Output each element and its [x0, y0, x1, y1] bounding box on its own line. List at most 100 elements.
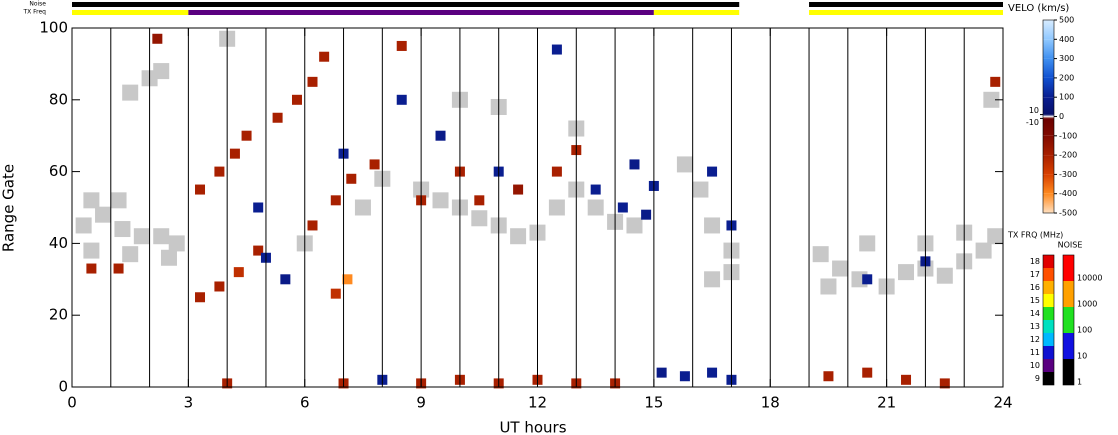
colorbar-segment	[1043, 155, 1054, 175]
x-tick-label: 21	[877, 394, 896, 412]
scale-label: 1	[1077, 378, 1082, 387]
velocity-point	[229, 148, 240, 159]
scale-label: 11	[1030, 348, 1040, 357]
scale-box	[1043, 320, 1054, 333]
scale-label: 12	[1030, 335, 1040, 344]
scale-box	[1043, 359, 1054, 372]
ground-scatter	[548, 199, 565, 216]
colorbar-segment	[1043, 58, 1054, 78]
colorbar-tick-label: 200	[1059, 73, 1074, 82]
colorbar-tick-label: -500	[1059, 209, 1077, 218]
ground-scatter	[832, 260, 849, 277]
colorbar-tick-label: 0	[1059, 112, 1064, 121]
colorbar-tick-label: -400	[1059, 189, 1077, 198]
velocity-point	[86, 263, 97, 274]
ground-scatter	[820, 278, 837, 295]
colorbar-segment	[1043, 77, 1054, 98]
velocity-point	[707, 166, 718, 177]
scale-box	[1063, 307, 1074, 333]
x-tick-label: 18	[761, 394, 780, 412]
velocity-point	[707, 367, 718, 378]
velocity-point	[307, 76, 318, 87]
colorbar-tick-label: 300	[1059, 54, 1074, 63]
velocity-point	[319, 51, 330, 62]
velocity-point	[307, 220, 318, 231]
y-axis-label: Range Gate	[0, 164, 18, 252]
ground-scatter	[987, 228, 1004, 245]
ground-scatter	[859, 235, 876, 252]
ground-scatter	[812, 246, 829, 263]
ground-scatter	[704, 217, 721, 234]
scale-box	[1043, 307, 1054, 320]
velocity-point	[435, 130, 446, 141]
velocity-point	[214, 166, 225, 177]
y-tick-label: 20	[49, 306, 68, 324]
scale-box	[1043, 333, 1054, 346]
x-tick-label: 3	[184, 394, 194, 412]
velocity-point	[590, 184, 601, 195]
velocity-point	[513, 184, 524, 195]
y-tick-label: 0	[58, 378, 68, 396]
velocity-point	[113, 263, 124, 274]
velocity-point	[990, 76, 1001, 87]
velocity-point	[233, 267, 244, 278]
scale-box	[1063, 359, 1074, 385]
ground-scatter	[122, 246, 139, 263]
scale-box	[1043, 346, 1054, 359]
colorbar-tick-label: -100	[1059, 131, 1077, 140]
status-label: Noise	[29, 1, 46, 8]
ground-scatter	[983, 91, 1000, 108]
x-tick-label: 15	[644, 394, 663, 412]
ground-scatter	[83, 242, 100, 259]
ground-scatter	[898, 264, 915, 281]
velocity-point	[369, 159, 380, 170]
scale-box	[1043, 294, 1054, 307]
velocity-point	[152, 33, 163, 44]
colorbar-segment	[1043, 20, 1054, 40]
status-segment	[809, 2, 1003, 7]
ground-scatter	[432, 192, 449, 209]
velocity-point	[280, 274, 291, 285]
scale-label: 15	[1030, 296, 1040, 305]
colorbar-tick-label: -200	[1059, 151, 1077, 160]
status-segment	[72, 2, 740, 7]
velocity-point	[862, 367, 873, 378]
velocity-point	[214, 281, 225, 292]
scale-label: 10	[1077, 352, 1087, 361]
x-tick-label: 0	[67, 394, 77, 412]
noise-title: NOISE	[1058, 241, 1083, 250]
ground-scatter	[75, 217, 92, 234]
ground-scatter	[153, 228, 170, 245]
x-tick-label: 9	[416, 394, 426, 412]
status-segment	[188, 10, 654, 15]
velocity-point	[241, 130, 252, 141]
ground-scatter	[471, 210, 488, 227]
colorbar-tick-label: 400	[1059, 35, 1074, 44]
x-tick-label: 6	[300, 394, 310, 412]
ground-scatter	[354, 199, 371, 216]
y-tick-label: 100	[39, 19, 68, 37]
ground-scatter	[704, 271, 721, 288]
ground-scatter	[626, 217, 643, 234]
velocity-point	[641, 209, 652, 220]
ground-scatter	[692, 181, 709, 198]
ground-scatter	[133, 228, 150, 245]
scale-label: 10	[1030, 361, 1040, 370]
velocity-point	[396, 40, 407, 51]
velocity-point	[629, 159, 640, 170]
ground-scatter	[160, 249, 177, 266]
ground-scatter	[587, 199, 604, 216]
colorbar-segment	[1043, 193, 1054, 213]
status-segment	[809, 10, 1003, 15]
scale-label: 18	[1030, 257, 1040, 266]
colorbar-segment	[1043, 118, 1054, 136]
x-tick-label: 12	[528, 394, 547, 412]
velocity-point	[551, 166, 562, 177]
colorbar-segment	[1043, 135, 1054, 156]
colorbar-tick-label: -10	[1026, 118, 1039, 127]
velocity-point	[330, 195, 341, 206]
colorbar-tick-label: 10	[1029, 106, 1039, 115]
velocity-point	[195, 184, 206, 195]
velocity-point	[862, 274, 873, 285]
ground-scatter	[676, 156, 693, 173]
